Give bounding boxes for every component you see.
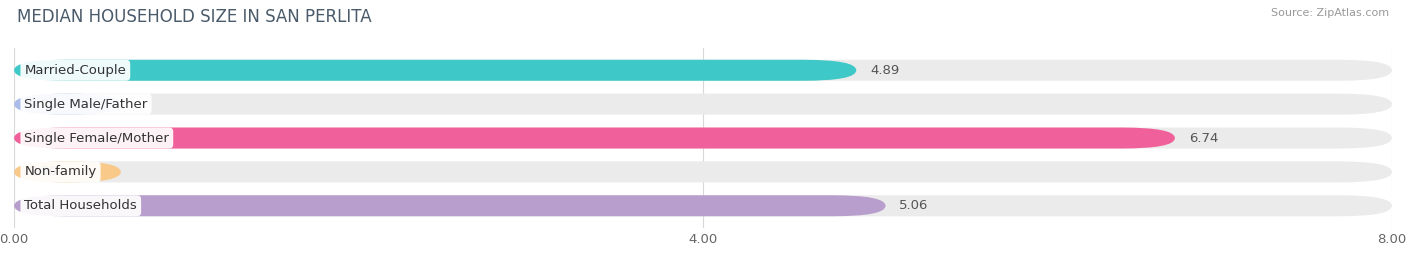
FancyBboxPatch shape [14,195,886,216]
Text: 6.74: 6.74 [1188,132,1218,144]
Text: 0.00: 0.00 [28,98,58,111]
Text: Non-family: Non-family [24,165,97,178]
Text: Total Households: Total Households [24,199,138,212]
FancyBboxPatch shape [14,128,1392,148]
Text: 0.00: 0.00 [28,165,58,178]
FancyBboxPatch shape [14,94,121,115]
Text: 4.89: 4.89 [870,64,900,77]
FancyBboxPatch shape [14,60,1392,81]
FancyBboxPatch shape [14,94,1392,115]
Text: 5.06: 5.06 [900,199,929,212]
FancyBboxPatch shape [14,161,121,183]
FancyBboxPatch shape [14,195,1392,216]
Text: Single Female/Mother: Single Female/Mother [24,132,169,144]
FancyBboxPatch shape [14,161,1392,183]
FancyBboxPatch shape [14,128,1175,148]
Text: MEDIAN HOUSEHOLD SIZE IN SAN PERLITA: MEDIAN HOUSEHOLD SIZE IN SAN PERLITA [17,8,371,26]
Text: Source: ZipAtlas.com: Source: ZipAtlas.com [1271,8,1389,18]
FancyBboxPatch shape [14,60,856,81]
Text: Married-Couple: Married-Couple [24,64,127,77]
Text: Single Male/Father: Single Male/Father [24,98,148,111]
